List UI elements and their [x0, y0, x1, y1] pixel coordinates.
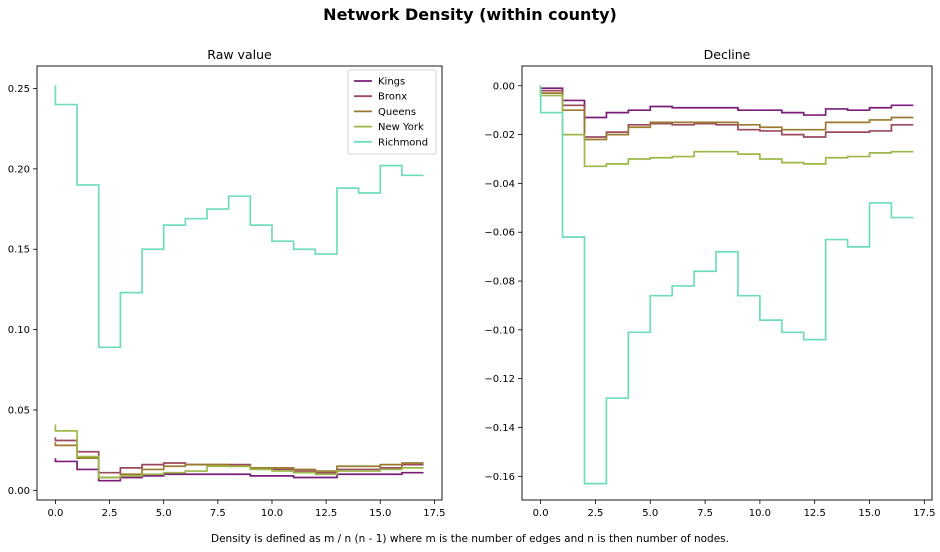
series-line-richmond [539, 85, 914, 485]
panel-title: Decline [704, 47, 751, 62]
series-line-bronx [54, 437, 424, 474]
y-tick-label: 0.05 [8, 405, 30, 416]
series-line-richmond [54, 85, 424, 349]
x-tick-label: 7.5 [210, 508, 226, 519]
x-tick-label: 17.5 [423, 508, 445, 519]
y-tick-label: −0.04 [484, 179, 515, 190]
x-tick-label: 0.0 [47, 508, 63, 519]
figure-caption: Density is defined as m / n (n - 1) wher… [211, 533, 729, 545]
x-tick-label: 5.0 [642, 508, 658, 519]
y-tick-label: −0.16 [484, 472, 515, 483]
legend-entry: Richmond [378, 137, 428, 148]
x-tick-label: 12.5 [315, 508, 337, 519]
x-tick-label: 12.5 [804, 508, 826, 519]
y-tick-label: 0.10 [8, 325, 30, 336]
x-tick-label: 2.5 [587, 508, 603, 519]
x-tick-label: 7.5 [697, 508, 713, 519]
figure-title: Network Density (within county) [323, 5, 617, 24]
x-tick-label: 15.0 [369, 508, 391, 519]
x-tick-label: 10.0 [749, 508, 771, 519]
y-tick-label: 0.00 [8, 486, 30, 497]
y-tick-label: −0.14 [484, 423, 515, 434]
y-tick-label: 0.20 [8, 164, 30, 175]
x-tick-label: 10.0 [261, 508, 283, 519]
x-tick-label: 5.0 [156, 508, 172, 519]
axes-frame [521, 65, 933, 501]
legend-entry: Queens [378, 107, 416, 118]
y-tick-label: 0.15 [8, 245, 30, 256]
x-tick-label: 0.0 [533, 508, 549, 519]
series-line-bronx [539, 85, 914, 138]
legend-entry: New York [378, 122, 424, 133]
x-tick-label: 17.5 [913, 508, 935, 519]
legend-entry: Kings [378, 77, 405, 88]
axes-frame [36, 65, 443, 501]
panel-title: Raw value [207, 47, 272, 62]
panel-raw-value: Raw value 0.0 2.5 5.0 7.5 10.0 12.5 15.0 17.5 0.0… [8, 47, 446, 519]
panel-decline: Decline 0.0 2.5 5.0 7.5 10.0 12.5 15.0 17.5 0.00 −… [484, 47, 935, 519]
legend: Kings Bronx Queens New York Richmond [347, 69, 437, 155]
x-tick-label: 2.5 [102, 508, 118, 519]
series-line-kings [539, 85, 914, 119]
y-tick-label: 0.25 [8, 84, 30, 95]
legend-frame [347, 69, 437, 155]
y-tick-label: −0.02 [484, 130, 515, 141]
series-line-new-york [54, 424, 424, 479]
series-line-new-york [539, 85, 914, 168]
y-tick-label: −0.12 [484, 374, 515, 385]
y-tick-label: −0.08 [484, 277, 515, 288]
y-tick-label: −0.06 [484, 228, 515, 239]
y-tick-label: 0.00 [493, 81, 515, 92]
x-tick-label: 15.0 [858, 508, 880, 519]
y-tick-label: −0.10 [484, 325, 515, 336]
legend-entry: Bronx [378, 92, 407, 103]
